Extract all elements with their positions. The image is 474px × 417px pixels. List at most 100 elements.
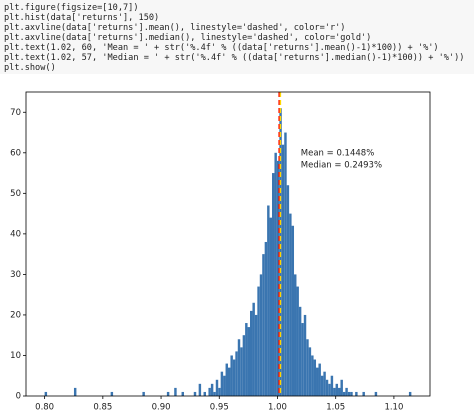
code-line: plt.axvline(data['returns'].median(), li… (4, 33, 372, 43)
bar (252, 302, 255, 396)
y-tick-label: 10 (10, 351, 21, 361)
bar (281, 144, 285, 396)
bar (296, 286, 299, 396)
x-tick-label: 1.00 (268, 403, 287, 413)
bar (323, 371, 326, 396)
bar (291, 225, 295, 396)
bar (350, 391, 353, 396)
bar (274, 152, 277, 396)
bar (174, 387, 177, 396)
bar (276, 160, 280, 396)
bar (318, 363, 321, 396)
bar (289, 213, 292, 396)
bar (228, 367, 231, 396)
bar (286, 185, 290, 396)
bar (301, 323, 304, 396)
code-line: plt.figure(figsize=[10,7]) (4, 3, 139, 13)
bar (237, 339, 241, 396)
bar (267, 205, 270, 396)
bar (208, 387, 211, 396)
bar (262, 254, 265, 396)
bar (408, 391, 412, 396)
y-tick-label: 40 (10, 229, 21, 239)
y-tick-label: 0 (16, 392, 21, 402)
bar (298, 306, 302, 396)
plot-frame (25, 91, 431, 397)
bar (264, 241, 268, 396)
bar (308, 347, 312, 396)
bar (181, 391, 184, 396)
bar (340, 379, 343, 396)
bar (328, 383, 331, 396)
bar (259, 274, 263, 396)
bar (73, 387, 77, 396)
bar (215, 379, 219, 396)
bar (306, 339, 309, 396)
chart: Mean = 0.1448% Median = 0.2493% 0.80 0.85 0.… (10, 91, 431, 413)
code-cell: plt.figure(figsize=[10,7]) plt.hist(data[… (0, 0, 474, 74)
bar (303, 314, 307, 396)
bar (193, 391, 197, 396)
bar (232, 359, 236, 396)
code-line: plt.text(1.02, 57, 'Median = ' + str('%.… (4, 53, 465, 63)
bar (342, 391, 346, 396)
bar (225, 363, 228, 396)
bar (335, 383, 339, 396)
code-line: plt.show() (4, 63, 56, 73)
bar (269, 217, 273, 396)
bar (240, 347, 243, 396)
bar (362, 391, 365, 396)
bar (313, 359, 317, 396)
bar (355, 391, 358, 396)
bar (338, 387, 341, 396)
bar (284, 132, 287, 396)
bar (235, 351, 238, 396)
annotation: Mean = 0.1448% (301, 148, 375, 158)
bar (247, 327, 251, 396)
bar (347, 391, 351, 396)
bar (230, 355, 233, 396)
bar (142, 391, 145, 396)
bar (250, 310, 253, 396)
code-line: plt.text(1.02, 60, 'Mean = ' + str('%.4f… (4, 43, 439, 53)
bar (210, 383, 214, 396)
bar (44, 391, 48, 396)
bar (218, 387, 221, 396)
y-tick-label: 20 (10, 310, 21, 320)
annotation: Median = 0.2493% (301, 160, 382, 170)
bar (254, 314, 258, 396)
bar (374, 391, 378, 396)
x-tick-label: 0.85 (93, 403, 112, 413)
bar (110, 391, 114, 396)
y-tick-label: 70 (10, 108, 21, 118)
code-line: plt.hist(data['returns'], 150) (4, 13, 160, 23)
bar (320, 375, 324, 396)
bar (272, 173, 275, 396)
code-line: plt.axvline(data['returns'].mean(), line… (4, 23, 346, 33)
bar (198, 383, 202, 396)
y-tick-label: 30 (10, 270, 21, 280)
x-tick-label: 0.95 (210, 403, 229, 413)
x-tick-label: 1.10 (384, 403, 403, 413)
bar (316, 367, 319, 396)
bar (257, 286, 260, 396)
x-tick-label: 0.80 (35, 403, 54, 413)
bar (220, 371, 224, 396)
bar (223, 375, 226, 396)
bar (330, 375, 334, 396)
x-tick-label: 0.90 (152, 403, 171, 413)
bar (333, 387, 336, 396)
bar (213, 391, 216, 396)
bar (345, 387, 348, 396)
bar (294, 274, 297, 396)
bar (311, 355, 314, 396)
y-tick-label: 60 (10, 148, 21, 158)
bar (242, 335, 246, 396)
y-tick-label: 50 (10, 189, 21, 199)
bar (325, 379, 329, 396)
x-tick-label: 1.05 (326, 403, 345, 413)
bar (203, 391, 206, 396)
bar (245, 323, 248, 396)
bar (166, 391, 170, 396)
